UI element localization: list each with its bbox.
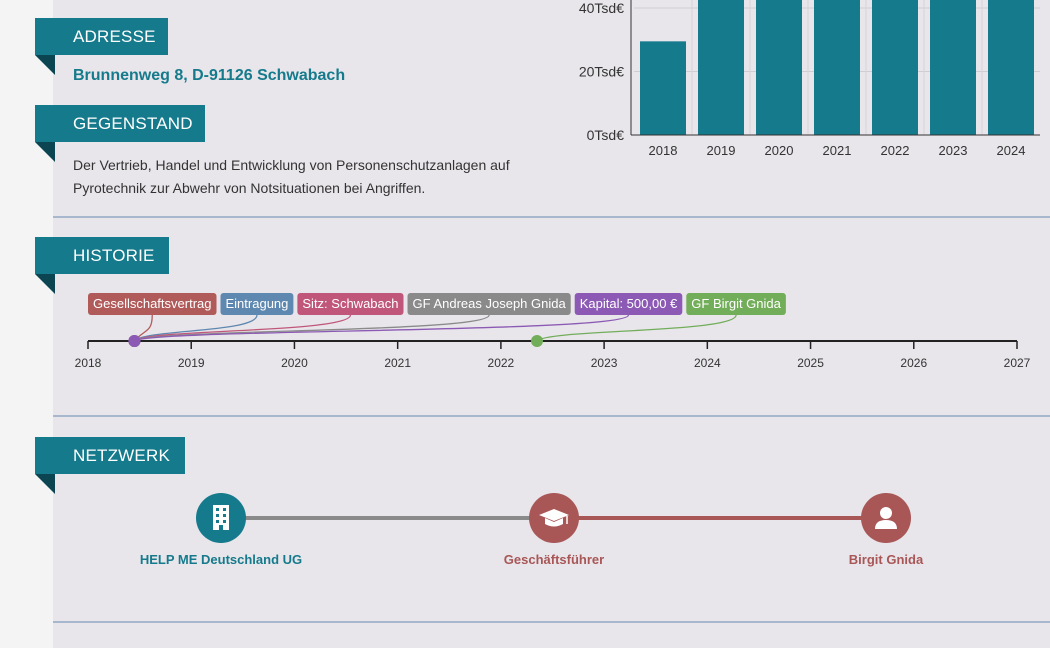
history-timeline: 2018 2019 2020 2021 2022 2023 2024 2025 2026 2027…: [75, 293, 1031, 370]
timeline-event[interactable]: GF Birgit Gnida: [686, 293, 786, 315]
purpose-text: Der Vertrieb, Handel und Entwicklung von…: [73, 157, 510, 196]
chart-bar[interactable]: [930, 0, 976, 135]
chart-bar[interactable]: [698, 0, 744, 135]
timeline-event-label: Gesellschaftsvertrag: [93, 296, 212, 311]
timeline-year-label: 2026: [900, 356, 927, 370]
chart-bar[interactable]: [988, 0, 1034, 135]
chart-bar[interactable]: [756, 0, 802, 135]
network-label-company[interactable]: HELP ME Deutschland UG: [139, 552, 303, 567]
section-title-address: ADRESSE: [35, 18, 168, 55]
chart-x-tick-label: 2022: [881, 143, 910, 158]
timeline-event-box: [686, 293, 786, 315]
person-icon: [875, 507, 897, 529]
ribbon-fold: [35, 474, 55, 494]
network-node-role[interactable]: [529, 493, 579, 543]
ribbon-fold: [35, 274, 55, 294]
timeline-year-label: 2025: [797, 356, 824, 370]
section-divider: [53, 621, 1050, 623]
network-node-company[interactable]: [196, 493, 246, 543]
timeline-connector: [133, 314, 630, 342]
timeline-event-label: Kapital: 500,00 €: [580, 296, 678, 311]
chart-y-tick-label: 20Tsd€: [579, 64, 624, 80]
ribbon-fold: [35, 142, 55, 162]
chart-x-tick-label: 2021: [823, 143, 852, 158]
timeline-event-label: Eintragung: [226, 296, 289, 311]
timeline-connector: [536, 314, 737, 342]
timeline-year-label: 2021: [384, 356, 411, 370]
chart-y-tick-label: 40Tsd€: [579, 0, 624, 16]
timeline-year-label: 2024: [694, 356, 721, 370]
chart-bar[interactable]: [640, 41, 686, 135]
timeline-event[interactable]: Gesellschaftsvertrag: [88, 293, 217, 315]
timeline-event[interactable]: GF Andreas Joseph Gnida: [407, 293, 571, 315]
chart-x-tick-label: 2020: [765, 143, 794, 158]
timeline-event-box: [88, 293, 217, 315]
chart-bar[interactable]: [872, 0, 918, 135]
section-divider: [53, 216, 1050, 218]
section-title-purpose: GEGENSTAND: [35, 105, 205, 142]
chart-x-tick-label: 2019: [707, 143, 736, 158]
ribbon-fold: [35, 55, 55, 75]
timeline-event-label: GF Andreas Joseph Gnida: [413, 296, 567, 311]
timeline-event-dot[interactable]: [531, 335, 544, 347]
section-title-history: HISTORIE: [35, 237, 169, 274]
network-label-person[interactable]: Birgit Gnida: [848, 552, 924, 567]
chart-y-tick-label: 0Tsd€: [587, 127, 625, 143]
timeline-event-dot[interactable]: [128, 335, 141, 347]
chart-x-tick-label: 2023: [939, 143, 968, 158]
timeline-year-label: 2019: [178, 356, 205, 370]
timeline-event-label: GF Birgit Gnida: [691, 296, 781, 311]
network-label-role[interactable]: Geschäftsführer: [503, 552, 605, 567]
timeline-event[interactable]: Eintragung: [220, 293, 294, 315]
network-node-person[interactable]: [861, 493, 911, 543]
chart-x-tick-label: 2024: [997, 143, 1026, 158]
timeline-year-label: 2027: [1004, 356, 1031, 370]
timeline-event-box: [220, 293, 294, 315]
revenue-bar-chart: 0Tsd€ 20Tsd€ 40Tsd€ 2018 2019 2020 2021 2022 202…: [579, 0, 1040, 158]
timeline-event-box: [297, 293, 404, 315]
timeline-year-label: 2020: [281, 356, 308, 370]
timeline-year-label: 2023: [591, 356, 618, 370]
graduation-cap-icon: [539, 509, 569, 527]
section-title-network: NETZWERK: [35, 437, 185, 474]
section-divider: [53, 415, 1050, 417]
timeline-connector: [133, 314, 352, 342]
chart-x-tick-label: 2018: [649, 143, 678, 158]
timeline-event-box: [574, 293, 683, 315]
timeline-event-label: Sitz: Schwabach: [302, 296, 398, 311]
building-icon: [213, 505, 229, 530]
timeline-event[interactable]: Kapital: 500,00 €: [574, 293, 683, 315]
timeline-event[interactable]: Sitz: Schwabach: [297, 293, 404, 315]
timeline-year-label: 2022: [488, 356, 515, 370]
chart-bar[interactable]: [814, 0, 860, 135]
timeline-year-label: 2018: [75, 356, 102, 370]
timeline-event-box: [407, 293, 571, 315]
address-value[interactable]: Brunnenweg 8, D-91126 Schwabach: [73, 67, 346, 84]
